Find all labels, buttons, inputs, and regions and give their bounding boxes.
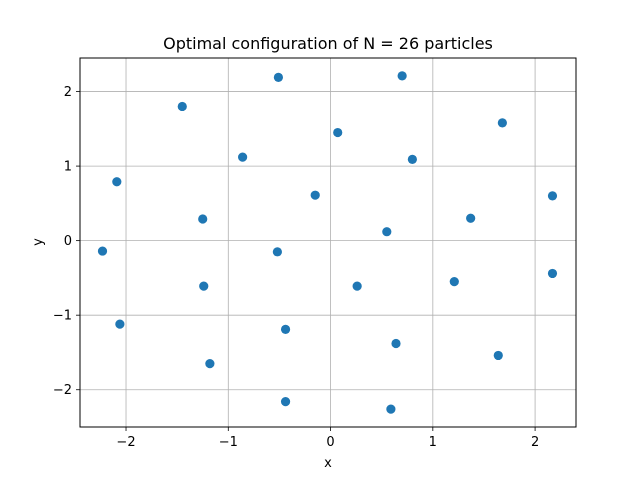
- data-point: [333, 127, 343, 138]
- axis-ticks: −2 −1 0 1 2 −2 −1 0 1 2: [53, 85, 539, 450]
- grid-lines: [80, 58, 576, 427]
- data-point: [115, 319, 125, 329]
- data-point: [238, 152, 248, 162]
- data-point: [397, 71, 407, 81]
- data-point: [198, 214, 208, 224]
- x-tick-label: 1: [429, 435, 437, 450]
- data-point: [272, 247, 282, 257]
- data-point: [97, 246, 108, 256]
- data-point: [177, 101, 187, 112]
- data-point: [280, 324, 291, 334]
- data-point: [466, 213, 476, 223]
- data-point: [273, 72, 283, 82]
- data-point: [205, 359, 215, 369]
- x-tick-label: 0: [326, 435, 334, 450]
- y-axis-label: y: [31, 238, 46, 246]
- x-axis-label: x: [324, 456, 332, 471]
- data-point: [547, 268, 558, 279]
- chart-title: Optimal configuration of N = 26 particle…: [163, 34, 493, 53]
- data-point: [391, 338, 401, 349]
- data-point: [386, 404, 396, 414]
- x-tick-label: 2: [531, 435, 539, 450]
- data-point: [547, 191, 558, 201]
- data-point: [382, 227, 392, 237]
- y-tick-label: 1: [64, 160, 72, 175]
- y-tick-label: −2: [53, 383, 72, 398]
- y-tick-label: 2: [64, 85, 72, 100]
- data-point: [497, 118, 507, 128]
- plot-frame: [79, 57, 577, 428]
- data-point: [199, 281, 209, 291]
- y-tick-label: −1: [53, 309, 72, 324]
- data-point: [112, 177, 122, 187]
- data-point: [493, 350, 503, 361]
- x-tick-label: −2: [116, 435, 135, 450]
- data-point: [280, 397, 291, 407]
- data-point: [310, 190, 320, 200]
- x-tick-label: −1: [219, 435, 238, 450]
- data-point: [407, 154, 417, 164]
- data-point: [352, 281, 362, 291]
- data-point: [449, 277, 459, 287]
- y-tick-label: 0: [64, 234, 72, 249]
- data-points: [97, 71, 558, 414]
